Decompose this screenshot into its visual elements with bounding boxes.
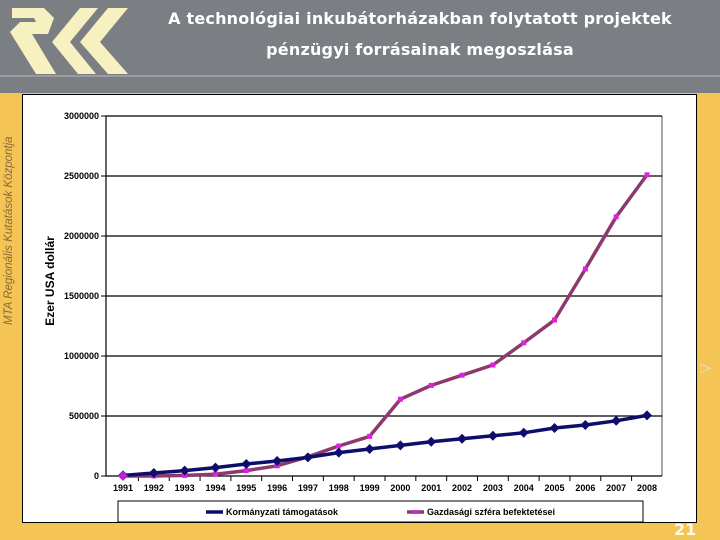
- y-tick-label: 3000000: [64, 111, 99, 121]
- data-point-marker: [212, 471, 218, 477]
- data-point-marker: [644, 172, 650, 178]
- data-point-marker: [367, 433, 373, 439]
- y-axis-title: Ezer USA dollár: [43, 236, 57, 326]
- x-tick-label: 2000: [390, 483, 410, 493]
- x-tick-label: 1994: [205, 483, 225, 493]
- data-point-marker: [487, 430, 498, 441]
- slide-header: A technológiai inkubátorházakban folytat…: [0, 0, 720, 93]
- data-point-marker: [272, 456, 283, 466]
- data-point-marker: [459, 372, 465, 378]
- data-point-marker: [611, 415, 622, 426]
- data-point-marker: [333, 447, 344, 458]
- series-line-business: [123, 173, 649, 478]
- data-point-marker: [642, 410, 652, 421]
- data-point-marker: [336, 443, 342, 449]
- x-tick-label: 2007: [606, 483, 626, 493]
- data-point-marker: [582, 266, 588, 272]
- x-tick-label: 2005: [545, 483, 565, 493]
- line-chart: 0 500000 1000000 1500000 2000000 2500000 30000…: [43, 111, 663, 523]
- page-number: 21: [674, 520, 697, 539]
- x-tick-label: 1996: [267, 483, 287, 493]
- x-tick-label: 1993: [175, 483, 195, 493]
- data-point-marker: [302, 452, 313, 463]
- x-tick-label: 1999: [360, 483, 380, 493]
- data-point-marker: [210, 462, 221, 473]
- x-tick-label: 1998: [329, 483, 349, 493]
- data-point-marker: [490, 362, 496, 368]
- data-point-marker: [518, 427, 529, 438]
- data-point-marker: [364, 444, 375, 454]
- data-point-marker: [241, 459, 252, 469]
- series-line-government: [122, 413, 648, 478]
- data-point-marker: [552, 317, 558, 323]
- y-tick-label: 0: [94, 471, 99, 481]
- data-point-marker: [179, 465, 190, 476]
- x-tick-label: 2004: [514, 483, 534, 493]
- rkk-logo-icon: [10, 8, 128, 74]
- legend-label-government: Kormányzati támogatások: [226, 507, 339, 517]
- y-tick-label: 2500000: [64, 171, 99, 181]
- data-point-marker: [428, 382, 434, 388]
- data-point-marker: [395, 440, 406, 451]
- x-tick-label: 1997: [298, 483, 318, 493]
- data-point-marker: [457, 433, 468, 444]
- slide-title-line2: pénzügyi forrásainak megoszlása: [266, 40, 574, 59]
- y-tick-label: 2000000: [64, 231, 99, 241]
- x-tick-label: 1992: [144, 483, 164, 493]
- data-point-marker: [148, 468, 159, 478]
- y-tick-label: 1000000: [64, 351, 99, 361]
- data-point-marker: [426, 436, 437, 447]
- data-point-marker: [521, 340, 527, 346]
- y-tick-label: 1500000: [64, 291, 99, 301]
- x-tick-label: 2008: [637, 483, 657, 493]
- data-point-marker: [397, 396, 403, 402]
- data-point-marker: [549, 423, 560, 433]
- chart-frame: 0 500000 1000000 1500000 2000000 2500000 30000…: [22, 94, 697, 523]
- data-point-marker: [243, 468, 249, 474]
- x-tick-label: 2003: [483, 483, 503, 493]
- data-point-marker: [580, 420, 591, 430]
- chart-legend: Kormányzati támogatások Gazdasági szféra …: [117, 500, 644, 523]
- x-tick-label: 1995: [236, 483, 256, 493]
- x-tick-label: 1991: [113, 483, 133, 493]
- header-divider: [0, 75, 720, 77]
- y-tick-label: 500000: [69, 411, 99, 421]
- slide-title-line1: A technológiai inkubátorházakban folytat…: [168, 9, 672, 28]
- data-point-marker: [613, 214, 619, 220]
- x-tick-label: 2001: [421, 483, 441, 493]
- x-tick-label: 2006: [575, 483, 595, 493]
- data-point-marker: [118, 471, 128, 481]
- organization-label: MTA Regionális Kutatások Központja: [3, 136, 15, 325]
- x-tick-label: 2002: [452, 483, 472, 493]
- legend-label-business: Gazdasági szféra befektetései: [427, 507, 555, 517]
- next-arrow-icon[interactable]: >: [698, 358, 714, 379]
